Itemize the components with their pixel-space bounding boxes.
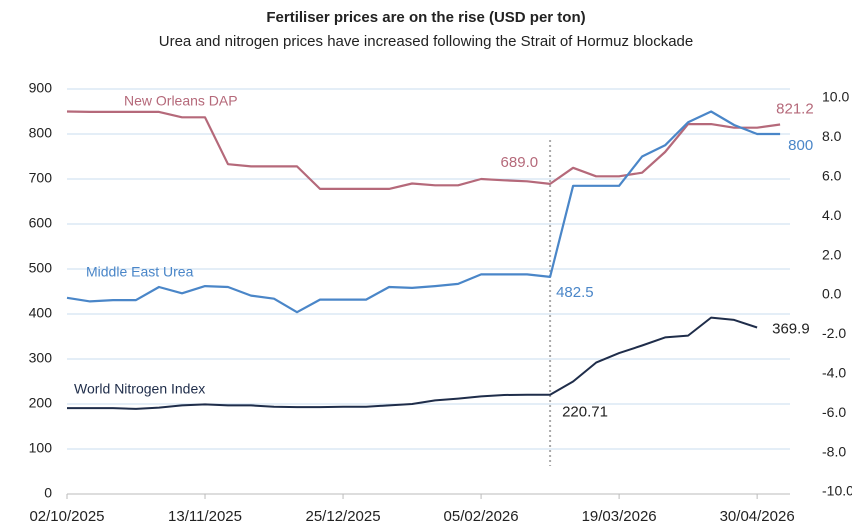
y-tick-label: 400 [29,305,53,321]
y-tick-label: 500 [29,260,53,276]
series-label: Middle East Urea [86,264,194,280]
y2-tick-label: -10.0 [822,483,852,499]
x-tick-label: 05/02/2026 [444,508,519,525]
value-label: 482.5 [556,284,594,301]
y-tick-label: 900 [29,80,53,96]
y-tick-label: 300 [29,350,53,366]
y2-tick-label: 10.0 [822,89,849,105]
y-tick-label: 0 [44,485,52,501]
y2-tick-label: -6.0 [822,404,846,420]
x-tick-label: 30/04/2026 [720,508,795,525]
y2-tick-label: -8.0 [822,443,846,459]
y2-tick-label: -4.0 [822,365,846,381]
y2-tick-label: 4.0 [822,207,842,223]
y-tick-label: 700 [29,170,53,186]
y2-tick-label: 6.0 [822,168,842,184]
value-label: 689.0 [501,154,539,171]
y-tick-label: 800 [29,125,53,141]
value-label: 220.71 [562,404,608,421]
y2-tick-label: -2.0 [822,325,846,341]
x-tick-label: 02/10/2025 [29,508,104,525]
y2-tick-label: 0.0 [822,286,842,302]
chart-title: Fertiliser prices are on the rise (USD p… [266,9,585,26]
chart-subtitle: Urea and nitrogen prices have increased … [159,33,693,50]
x-tick-label: 19/03/2026 [582,508,657,525]
x-tick-label: 25/12/2025 [306,508,381,525]
y-tick-label: 200 [29,395,53,411]
series-label: World Nitrogen Index [74,381,205,397]
value-label: 800 [788,137,813,154]
value-label: 369.9 [772,321,810,338]
y2-tick-label: 8.0 [822,128,842,144]
series-line [66,110,781,314]
series-line [67,316,758,410]
x-tick-label: 13/11/2025 [168,508,242,525]
series-line [66,110,781,190]
series-label: New Orleans DAP [124,93,238,109]
y-tick-label: 600 [29,215,53,231]
value-label: 821.2 [776,100,814,117]
y2-tick-label: 2.0 [822,246,842,262]
y-tick-label: 100 [29,440,53,456]
